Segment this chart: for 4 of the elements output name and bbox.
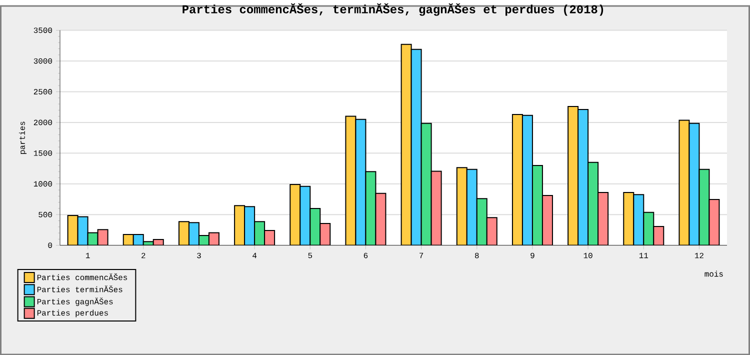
bar	[578, 108, 589, 246]
chart-title: Parties commencĂŠes, terminĂŠes, gagnĂŠes et perdues (2018)	[182, 3, 604, 16]
bar	[410, 48, 422, 246]
bar	[400, 44, 412, 246]
